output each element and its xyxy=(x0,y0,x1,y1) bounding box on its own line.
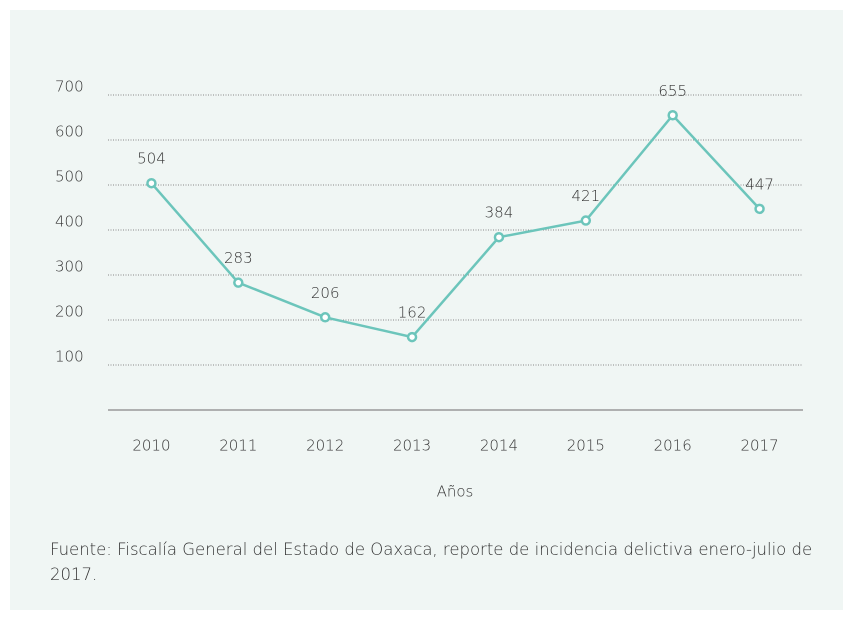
y-tick-label: 400 xyxy=(55,213,84,231)
data-label: 655 xyxy=(658,82,687,100)
point xyxy=(233,277,244,288)
y-tick-label: 600 xyxy=(55,123,84,141)
point xyxy=(493,231,505,243)
y-tick-label: 200 xyxy=(55,303,84,321)
x-tick-label: 2017 xyxy=(740,437,778,455)
point xyxy=(146,177,157,189)
point xyxy=(667,110,678,121)
data-label: 504 xyxy=(137,150,166,168)
data-label: 447 xyxy=(745,175,774,193)
point xyxy=(406,331,418,343)
x-tick-label: 2011 xyxy=(219,437,257,455)
line xyxy=(150,113,761,339)
x-tick-label: 2014 xyxy=(480,437,518,455)
data-label: 162 xyxy=(398,304,427,322)
x-tick-label: 2016 xyxy=(654,437,692,455)
x-axis-label: Años xyxy=(437,483,474,501)
x-tick-label: 2010 xyxy=(132,437,170,455)
x-tick-label: 2012 xyxy=(306,437,344,455)
data-label: 206 xyxy=(311,284,340,302)
y-tick-label: 300 xyxy=(55,258,84,276)
source-note: Fuente: Fiscalía General del Estado de O… xyxy=(50,540,813,584)
y-tick-label: 100 xyxy=(55,348,84,366)
point xyxy=(319,312,331,323)
data-label: 384 xyxy=(485,204,514,222)
y-tick-label: 500 xyxy=(55,168,84,186)
data-label: 283 xyxy=(224,249,253,267)
point xyxy=(754,203,765,215)
y-tick-label: 700 xyxy=(55,78,84,96)
panel xyxy=(10,10,843,610)
x-tick-label: 2015 xyxy=(567,437,605,455)
point xyxy=(580,215,592,226)
data-label: 421 xyxy=(571,187,600,205)
x-tick-label: 2013 xyxy=(393,437,431,455)
